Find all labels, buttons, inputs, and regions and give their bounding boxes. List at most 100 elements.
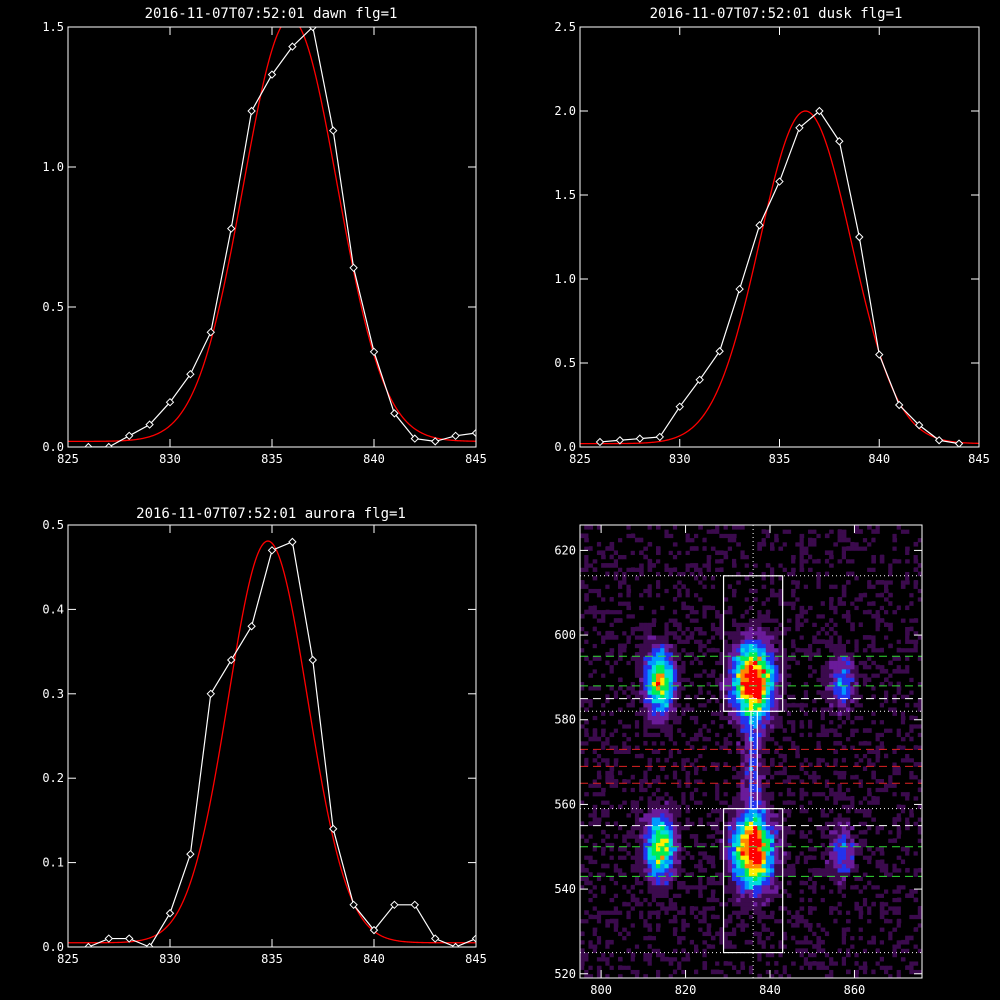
heatmap-cell [846,681,851,687]
heatmap-cell [778,740,784,746]
heatmap-cell [613,808,619,814]
heatmap-cell [850,770,855,776]
heatmap-cell [829,804,834,810]
heatmap-cell [829,884,834,890]
heatmap-cell [803,876,809,882]
heatmap-cell [656,965,661,970]
heatmap-cell [668,859,674,865]
heatmap-cell [643,821,648,826]
heatmap-cell [694,859,699,865]
heatmap-cell [613,690,619,695]
heatmap-cell [761,668,767,674]
heatmap-cell [884,935,889,941]
heatmap-cell [727,766,733,771]
heatmap-cell [879,740,885,746]
heatmap-cell [672,889,678,894]
heatmap-cell [601,918,606,924]
heatmap-cell [879,702,885,708]
heatmap-cell [668,961,674,966]
heatmap-cell [858,774,864,780]
heatmap-cell [905,685,910,691]
heatmap-cell [795,753,800,759]
heatmap-cell [900,863,906,869]
heatmap-cell [715,791,720,797]
heatmap-cell [909,800,914,805]
heatmap-cell [689,753,695,759]
heatmap-cell [820,846,826,852]
heatmap-cell [694,711,699,716]
heatmap-cell [715,838,720,843]
heatmap-cell [808,757,813,763]
heatmap-cell [651,973,657,978]
heatmap-cell [757,808,762,814]
heatmap-cell [884,872,889,877]
heatmap-cell [837,707,843,712]
heatmap-cell [639,740,644,746]
heatmap-cell [668,829,674,835]
heatmap-cell [884,694,889,699]
heatmap-cell [639,901,644,907]
heatmap-cell [837,901,843,907]
heatmap-cell [584,880,589,886]
heatmap-cell [884,846,889,852]
heatmap-cell [799,766,805,771]
heatmap-cell [833,910,838,915]
chart-title: 2016-11-07T07:52:01 dawn flg=1 [145,6,398,22]
heatmap-cell [647,842,653,848]
heatmap-cell [833,690,838,695]
heatmap-cell [609,770,615,776]
heatmap-cell [858,715,864,721]
heatmap-cell [584,800,589,805]
heatmap-cell [681,762,686,767]
heatmap-cell [609,893,615,898]
heatmap-cell [622,702,627,708]
heatmap-cell [689,922,695,928]
heatmap-cell [778,825,784,831]
heatmap-cell [634,766,640,771]
heatmap-cell [854,673,860,678]
heatmap-cell [765,736,771,742]
heatmap-cell [698,863,703,869]
heatmap-cell [613,884,619,890]
heatmap-cell [812,897,817,903]
heatmap-cell [854,677,860,683]
heatmap-cell [706,829,712,835]
heatmap-cell [808,973,813,978]
heatmap-cell [647,918,653,924]
heatmap-cell [774,673,779,678]
heatmap-cell [791,749,796,755]
heatmap-cell [656,762,661,767]
heatmap-cell [795,939,800,945]
heatmap-cell [799,935,805,941]
heatmap-cell [816,973,822,978]
heatmap-cell [892,723,898,729]
heatmap-cell [647,808,653,814]
heatmap-cell [854,838,860,843]
heatmap-cell [761,859,767,865]
heatmap-cell [664,906,670,911]
heatmap-cell [875,838,881,843]
heatmap-cell [829,668,834,674]
heatmap-cell [862,791,868,797]
heatmap-cell [858,855,864,860]
heatmap-cell [892,901,898,907]
heatmap-cell [753,677,758,683]
heatmap-cell [656,681,661,687]
heatmap-cell [748,707,754,712]
heatmap-cell [850,668,855,674]
heatmap-cell [634,762,640,767]
heatmap-cell [896,880,902,886]
heatmap-cell [875,762,881,767]
heatmap-cell [605,762,610,767]
heatmap-cell [672,711,678,716]
heatmap-cell [782,850,788,856]
heatmap-cell [719,880,724,886]
heatmap-cell [896,685,902,691]
heatmap-cell [782,876,788,882]
heatmap-cell [732,783,737,788]
heatmap-cell [808,804,813,810]
heatmap-cell [884,893,889,898]
heatmap-cell [892,910,898,915]
heatmap-cell [592,800,598,805]
heatmap-cell [888,787,893,793]
